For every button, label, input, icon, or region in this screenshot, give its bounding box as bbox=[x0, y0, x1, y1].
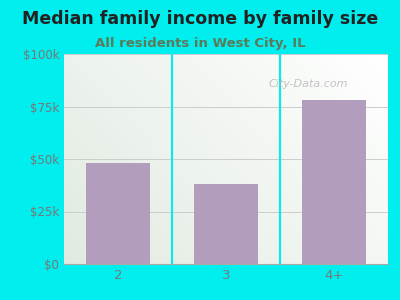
Text: Median family income by family size: Median family income by family size bbox=[22, 11, 378, 28]
Text: City-Data.com: City-Data.com bbox=[268, 79, 348, 89]
Bar bbox=[194, 184, 258, 264]
Text: All residents in West City, IL: All residents in West City, IL bbox=[95, 38, 305, 50]
Bar bbox=[86, 163, 150, 264]
Bar bbox=[302, 100, 366, 264]
